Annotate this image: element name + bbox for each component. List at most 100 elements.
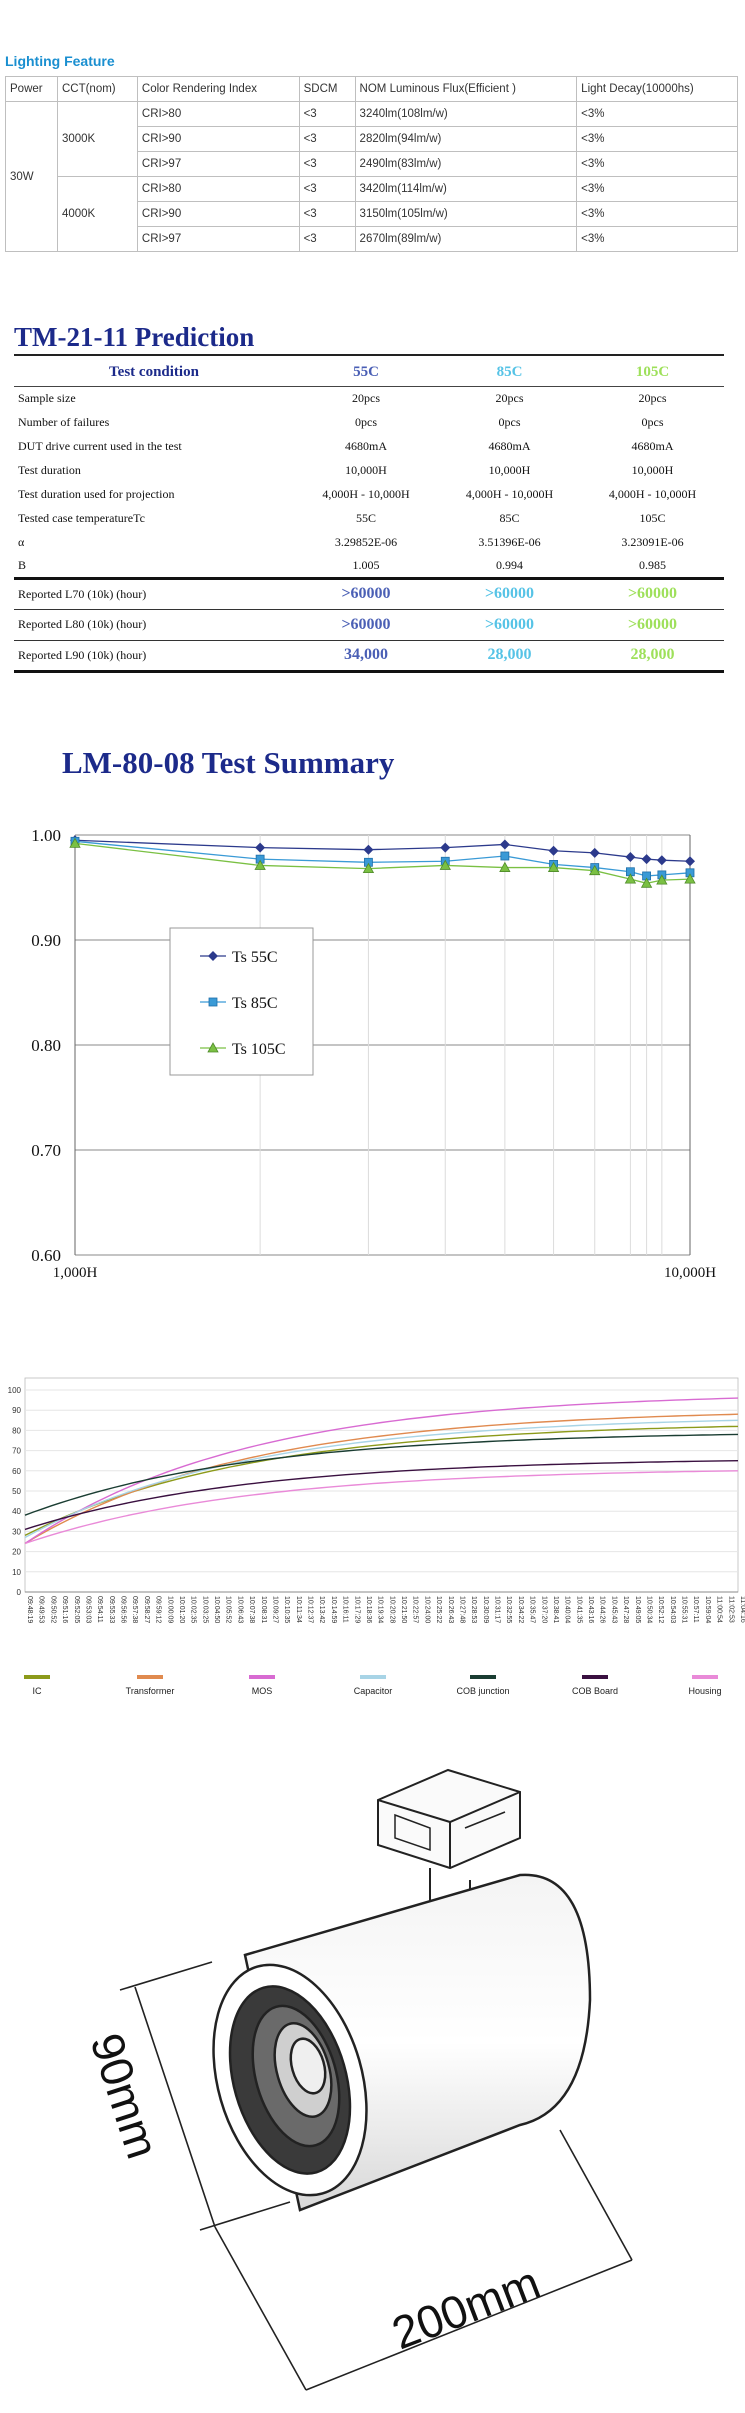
tm21-value-105c: 0.985 <box>639 557 666 572</box>
table-row: CRI>90 <3 2820lm(94lm/w) <3% <box>6 126 738 152</box>
header-flux: NOM Luminous Flux(Efficient ) <box>354 76 578 102</box>
x-tick-label: 10:55:31 <box>681 1596 688 1623</box>
tm21-value-55c: 4,000H - 10,000H <box>322 486 410 501</box>
x-tick-label: 10:14:59 <box>330 1596 337 1623</box>
tm21-reported-85c: >60000 <box>438 608 581 640</box>
lamp-body <box>212 1873 592 2212</box>
series-ts-105c <box>69 837 696 888</box>
tm21-row-label: α <box>18 534 25 549</box>
x-tick-label: 10:08:31 <box>260 1596 267 1623</box>
x-tick-label: 10:52:12 <box>657 1596 664 1623</box>
x-tick-label: 10:05:52 <box>225 1596 232 1623</box>
x-tick-label: 10:03:25 <box>201 1596 208 1623</box>
legend-label: Ts 55C <box>232 949 278 966</box>
cct-cell: 4000K <box>56 176 138 252</box>
header-decay: Light Decay(10000hs) <box>576 76 738 102</box>
header-cri: Color Rendering Index <box>136 76 300 102</box>
tm21-reported-row: Reported L70 (10k) (hour) >60000 >60000 >60… <box>14 576 724 609</box>
tm21-row-label: Test duration <box>18 462 81 477</box>
data-point <box>255 842 266 853</box>
table-row: CRI>90 <3 3150lm(105lm/w) <3% <box>6 201 738 227</box>
legend: Ts 55C Ts 85C Ts 105C <box>169 927 314 1076</box>
tm21-reported-105c: >60000 <box>581 576 724 609</box>
x-tick-label: 1,000H <box>53 1265 98 1281</box>
tm21-row-label: Sample size <box>18 390 76 405</box>
tm21-value-55c: 4680mA <box>345 438 387 453</box>
legend-label: IC <box>33 1686 43 1696</box>
header-power: Power <box>5 76 58 102</box>
x-tick-label: 10:01:20 <box>178 1596 185 1623</box>
series-line-cob-board <box>24 1460 739 1531</box>
tm21-value-105c: 3.23091E-06 <box>621 534 684 549</box>
tm21-value-85c: 85C <box>499 510 520 525</box>
x-tick-label: 10:34:22 <box>517 1596 524 1623</box>
legend-item: Transformer <box>126 1675 174 1696</box>
x-tick-label: 09:52:05 <box>73 1596 80 1623</box>
tm21-value-105c: 4680mA <box>631 438 674 453</box>
sdcm-cell: <3 <box>298 226 356 252</box>
sdcm-cell: <3 <box>298 126 356 152</box>
y-tick-label: 0.60 <box>31 1246 61 1265</box>
x-tick-label: 10:19:34 <box>377 1596 384 1623</box>
x-tick-label: 11:04:16 <box>739 1596 745 1623</box>
cri-cell: CRI>80 <box>136 176 300 202</box>
tm21-row: Test duration used for projection 4,000H … <box>14 482 724 506</box>
table-row: 4000K CRI>80 <3 3420lm(114lm/w) <3% <box>6 176 738 252</box>
tm21-reported-row: Reported L80 (10k) (hour) >60000 >60000 >60… <box>14 608 724 640</box>
y-tick-label: 90 <box>12 1406 21 1415</box>
x-tick-label: 10:45:43 <box>610 1596 617 1623</box>
series-line-capacitor <box>24 1419 739 1539</box>
x-tick-label: 09:59:12 <box>155 1596 162 1623</box>
flux-cell: 3150lm(105lm/w) <box>354 201 578 227</box>
decay-cell: <3% <box>576 126 738 152</box>
tm21-reported-row: Reported L90 (10k) (hour) 34,000 28,000 28,… <box>14 639 724 673</box>
lm80-title: LM-80-08 Test Summary <box>62 745 395 780</box>
x-tick-label: 10:07:38 <box>248 1596 255 1623</box>
header-sdcm: SDCM <box>298 76 356 102</box>
legend-item: IC <box>24 1675 50 1696</box>
tm21-value-55c: 1.005 <box>352 557 380 572</box>
tm21-value-85c: 4680mA <box>488 438 531 453</box>
legend-label: Capacitor <box>354 1686 393 1696</box>
legend-swatch <box>24 1675 50 1679</box>
x-tick-label: 10:09:27 <box>271 1596 278 1623</box>
y-tick-label: 60 <box>12 1467 21 1476</box>
y-tick-label: 80 <box>12 1426 21 1435</box>
legend-box <box>169 927 314 1076</box>
x-tick-label: 09:53:03 <box>84 1596 91 1623</box>
tm21-row-label: Test duration used for projection <box>18 486 175 501</box>
data-point <box>684 873 696 884</box>
series-line-transformer <box>24 1413 739 1545</box>
x-tick-label: 10:32:55 <box>505 1596 512 1623</box>
tm21-header-105c: 105C <box>581 360 724 387</box>
sdcm-cell: <3 <box>298 101 356 127</box>
tm21-value-85c: 0.994 <box>496 557 523 572</box>
x-tick-label: 09:51:16 <box>61 1596 68 1623</box>
decay-cell: <3% <box>576 226 738 252</box>
y-tick-label: 20 <box>12 1548 21 1557</box>
plot-area <box>24 1377 739 1593</box>
series-ts-55c <box>70 835 695 867</box>
tm21-header-85c: 85C <box>438 360 581 387</box>
legend-label: Ts 85C <box>232 995 278 1012</box>
legend-swatch <box>137 1675 163 1679</box>
y-tick-label: 0.70 <box>31 1141 61 1160</box>
x-tick-label: 09:50:52 <box>49 1596 56 1623</box>
decay-cell: <3% <box>576 176 738 202</box>
x-tick-label: 10:59:04 <box>704 1596 711 1623</box>
tm21-row-label: Tested case temperatureTc <box>18 510 145 525</box>
legend-item: Housing <box>688 1675 722 1696</box>
y-tick-label: 40 <box>12 1507 21 1516</box>
legend-swatch <box>360 1675 386 1679</box>
table-row: 30W 3000K CRI>80 <3 3240lm(108lm/w) <3% <box>5 101 738 252</box>
legend-swatch <box>470 1675 496 1679</box>
legend-marker <box>208 997 218 1007</box>
flux-cell: 3420lm(114lm/w) <box>354 176 578 202</box>
x-tick-label: 10:16:11 <box>342 1596 349 1623</box>
cct-cell: 3000K <box>56 101 138 177</box>
tm21-reported-85c: 28,000 <box>438 639 581 673</box>
x-tick-label: 11:00:54 <box>716 1596 723 1623</box>
data-point <box>362 862 375 873</box>
tm21-value-105c: 0pcs <box>641 414 664 429</box>
tm21-title: TM-21-11 Prediction <box>14 322 255 352</box>
